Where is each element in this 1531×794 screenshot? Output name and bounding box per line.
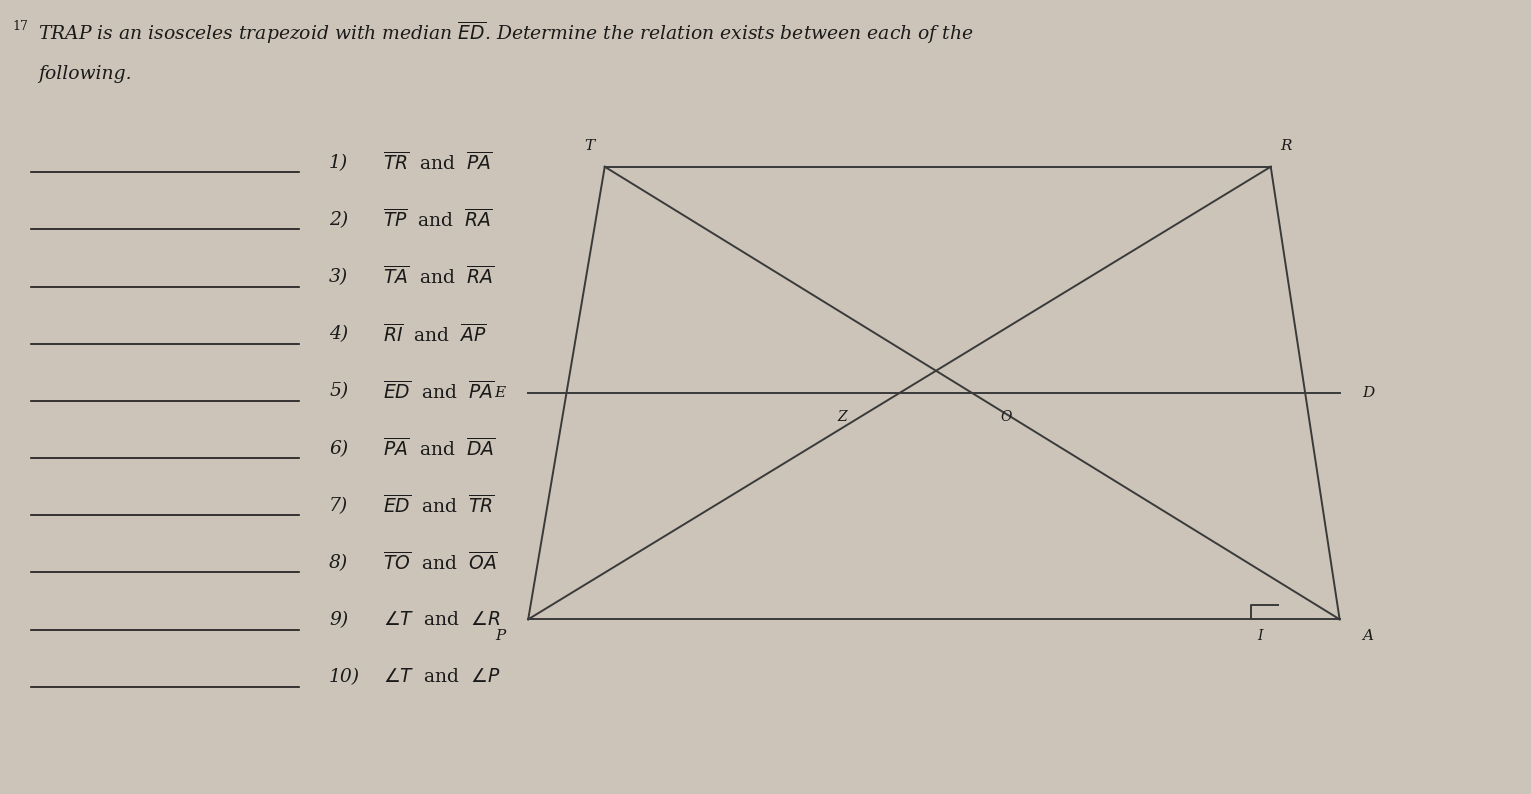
Text: 17: 17 [12,20,28,33]
Text: D: D [1363,386,1375,400]
Text: $\overline{TA}$  and  $\overline{RA}$: $\overline{TA}$ and $\overline{RA}$ [383,266,495,288]
Text: 6): 6) [329,440,349,457]
Text: $\overline{ED}$  and  $\overline{PA}$: $\overline{ED}$ and $\overline{PA}$ [383,380,495,403]
Text: A: A [1363,629,1373,643]
Text: T: T [585,139,594,152]
Text: $\overline{TP}$  and  $\overline{RA}$: $\overline{TP}$ and $\overline{RA}$ [383,209,493,231]
Text: $\overline{RI}$  and  $\overline{AP}$: $\overline{RI}$ and $\overline{AP}$ [383,323,487,345]
Text: $\overline{ED}$  and  $\overline{TR}$: $\overline{ED}$ and $\overline{TR}$ [383,495,495,517]
Text: 5): 5) [329,383,349,400]
Text: 10): 10) [329,669,360,686]
Text: following.: following. [38,65,132,83]
Text: $\angle T$  and  $\angle P$: $\angle T$ and $\angle P$ [383,669,501,686]
Text: 8): 8) [329,554,349,572]
Text: R: R [1280,139,1292,152]
Text: E: E [495,386,505,400]
Text: $\overline{TO}$  and  $\overline{OA}$: $\overline{TO}$ and $\overline{OA}$ [383,552,498,574]
Text: 1): 1) [329,154,349,172]
Text: 3): 3) [329,268,349,286]
Text: $\overline{TR}$  and  $\overline{PA}$: $\overline{TR}$ and $\overline{PA}$ [383,152,493,174]
Text: 9): 9) [329,611,349,629]
Text: $\angle T$  and  $\angle R$: $\angle T$ and $\angle R$ [383,611,501,629]
Text: 7): 7) [329,497,349,515]
Text: 2): 2) [329,211,349,229]
Text: Z: Z [837,410,847,425]
Text: I: I [1257,629,1263,643]
Text: $\overline{PA}$  and  $\overline{DA}$: $\overline{PA}$ and $\overline{DA}$ [383,437,495,460]
Text: P: P [495,629,505,643]
Text: 4): 4) [329,326,349,343]
Text: O: O [1000,410,1012,425]
Text: TRAP is an isosceles trapezoid with median $\overline{ED}$. Determine the relati: TRAP is an isosceles trapezoid with medi… [38,20,974,47]
